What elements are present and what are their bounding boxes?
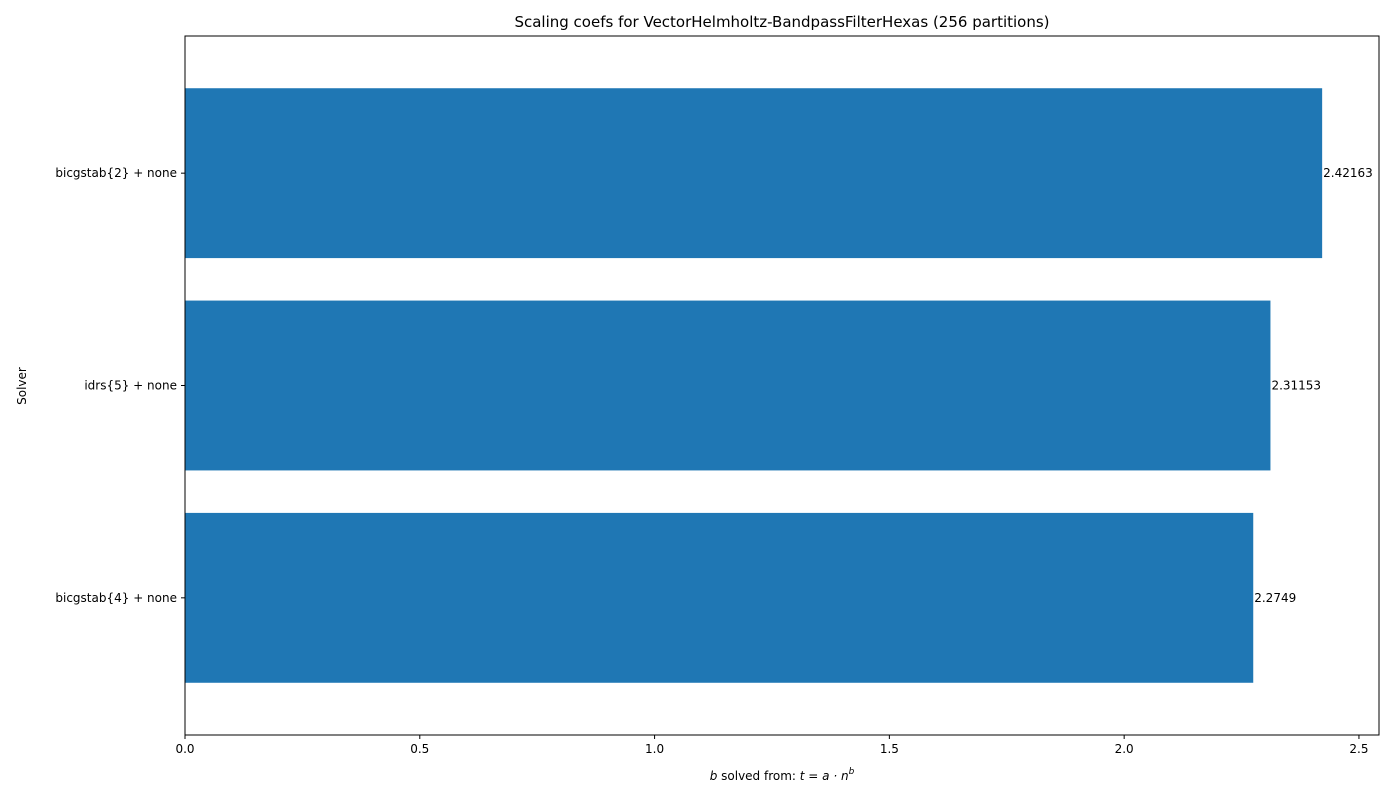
x-tick-label-2: 0.5 [410,742,429,756]
bar-1 [185,88,1323,259]
x-axis-label-prefix: b [710,769,718,783]
y-tick-label-2: idrs{5} + none [84,379,177,393]
value-label-1: 2.42163 [1323,166,1373,180]
y-tick-label-1: bicgstab{2} + none [55,166,177,180]
value-label-3: 2.2749 [1254,591,1296,605]
x-axis: 0.0 0.5 1.0 1.5 2.0 2.5 [175,735,1368,756]
x-axis-label-formula: t = a · n [800,769,849,783]
y-tick-label-3: bicgstab{4} + none [55,591,177,605]
x-tick-label-6: 2.5 [1349,742,1368,756]
chart-title: Scaling coefs for VectorHelmholtz-Bandpa… [514,13,1049,31]
value-label-2: 2.31153 [1271,379,1321,393]
x-axis-label: b solved from: t = a · nb [710,767,855,783]
x-axis-label-middle: solved from: [717,769,799,783]
x-axis-label-exponent: b [849,767,855,777]
value-labels: 2.42163 2.31153 2.2749 [1254,166,1373,605]
y-axis-label: Solver [15,367,29,405]
bar-2 [185,300,1271,471]
x-tick-label-1: 0.0 [175,742,194,756]
x-tick-label-5: 2.0 [1115,742,1134,756]
bars-layer [185,88,1323,683]
x-tick-label-4: 1.5 [880,742,899,756]
bar-3 [185,512,1254,683]
x-tick-label-3: 1.0 [645,742,664,756]
y-axis: bicgstab{2} + none idrs{5} + none bicgstab… [55,166,185,605]
